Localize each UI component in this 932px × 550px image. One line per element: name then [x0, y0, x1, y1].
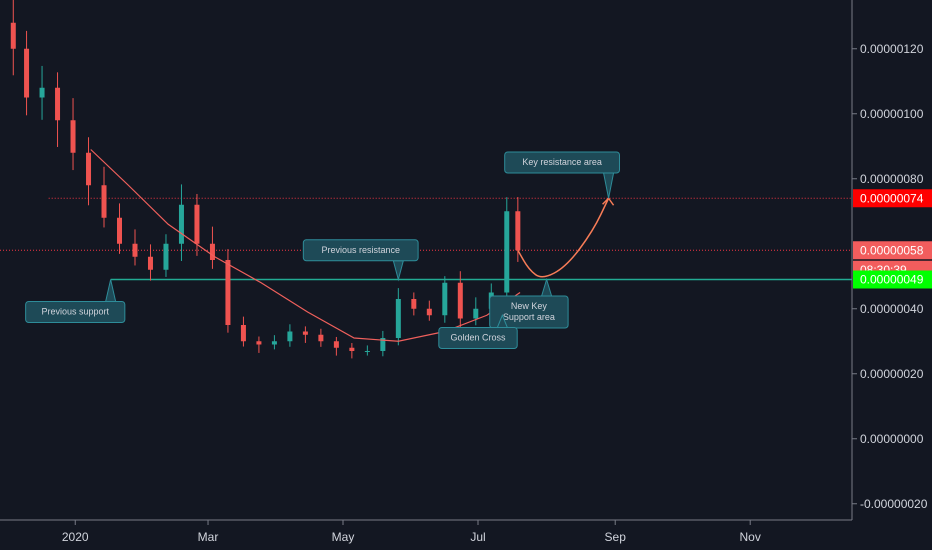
candle-body [70, 120, 76, 153]
candle-body [395, 299, 401, 338]
level-lines [0, 197, 852, 281]
candle-body [302, 331, 308, 335]
candle-body [457, 282, 463, 319]
candle-body [256, 341, 262, 345]
annotations: Previous support Previous resistance Key r… [25, 151, 620, 349]
price-tag-bg [853, 241, 932, 260]
moving-average-line [90, 149, 521, 342]
price-tag-bg [853, 270, 932, 289]
annotation-box [25, 301, 126, 323]
candle-body [426, 308, 432, 316]
candle-body [380, 338, 386, 351]
price-axis[interactable]: 0.00000120 0.00000100 0.00000080 0.00000040… [852, 42, 928, 511]
y-tick-label: 0.00000000 [860, 432, 924, 446]
y-tick-label: -0.00000020 [860, 497, 928, 511]
x-tick-label: May [332, 530, 355, 544]
y-tick-label: 0.00000120 [860, 42, 924, 56]
annotation-text: Golden Cross [450, 333, 506, 343]
annotation-box [302, 239, 419, 262]
candles[interactable] [10, 0, 521, 359]
candle-body [318, 334, 324, 342]
annotation-box [489, 295, 569, 329]
projection-curve [517, 197, 610, 278]
annotation-text: New Key [511, 301, 548, 311]
annotation-text: Previous support [41, 307, 109, 317]
time-axis[interactable]: 2020 Mar May Jul Sep Nov [62, 520, 761, 544]
candle-body [442, 282, 448, 316]
candle-body [163, 243, 169, 270]
y-tick-label: 0.00000020 [860, 367, 924, 381]
annotation-box [504, 151, 620, 174]
price-tag-bg [853, 189, 932, 208]
candle-body [240, 325, 246, 342]
candle-body [117, 217, 123, 244]
candle-body [209, 243, 215, 260]
price-tag-label: 0.00000049 [860, 273, 924, 287]
x-tick-label: Mar [198, 530, 219, 544]
candle-body [225, 260, 231, 325]
candle-body [271, 341, 277, 345]
candle-body [10, 22, 16, 49]
annotation-text: Previous resistance [321, 245, 400, 255]
annotation-text: Support area [503, 312, 555, 322]
candle-body [55, 87, 61, 121]
annotation-box [438, 327, 518, 349]
candle-body [178, 204, 184, 244]
candle-body [333, 341, 339, 348]
candle-body [24, 48, 30, 98]
x-tick-label: Jul [470, 530, 485, 544]
candle-body [194, 204, 200, 244]
candle-body [39, 87, 45, 98]
y-tick-label: 0.00000080 [860, 172, 924, 186]
candle-body [86, 152, 92, 186]
candle-body [147, 256, 153, 270]
candle-body [132, 243, 138, 257]
candle-body [411, 299, 417, 309]
y-tick-label: 0.00000100 [860, 107, 924, 121]
x-tick-label: Sep [605, 530, 627, 544]
y-tick-label: 0.00000040 [860, 302, 924, 316]
x-tick-label: Nov [740, 530, 761, 544]
moving-average [90, 149, 521, 342]
price-tag-label: 0.00000074 [860, 191, 924, 205]
candle-body [364, 351, 370, 352]
candle-body [101, 185, 107, 218]
candle-body [515, 211, 521, 251]
candle-body [473, 308, 479, 319]
price-tag-label: 0.00000058 [860, 243, 924, 257]
candle-body [287, 331, 293, 342]
x-tick-label: 2020 [62, 530, 89, 544]
candle-body [504, 211, 510, 293]
annotation-text: Key resistance area [522, 157, 602, 167]
candle-body [349, 347, 355, 351]
